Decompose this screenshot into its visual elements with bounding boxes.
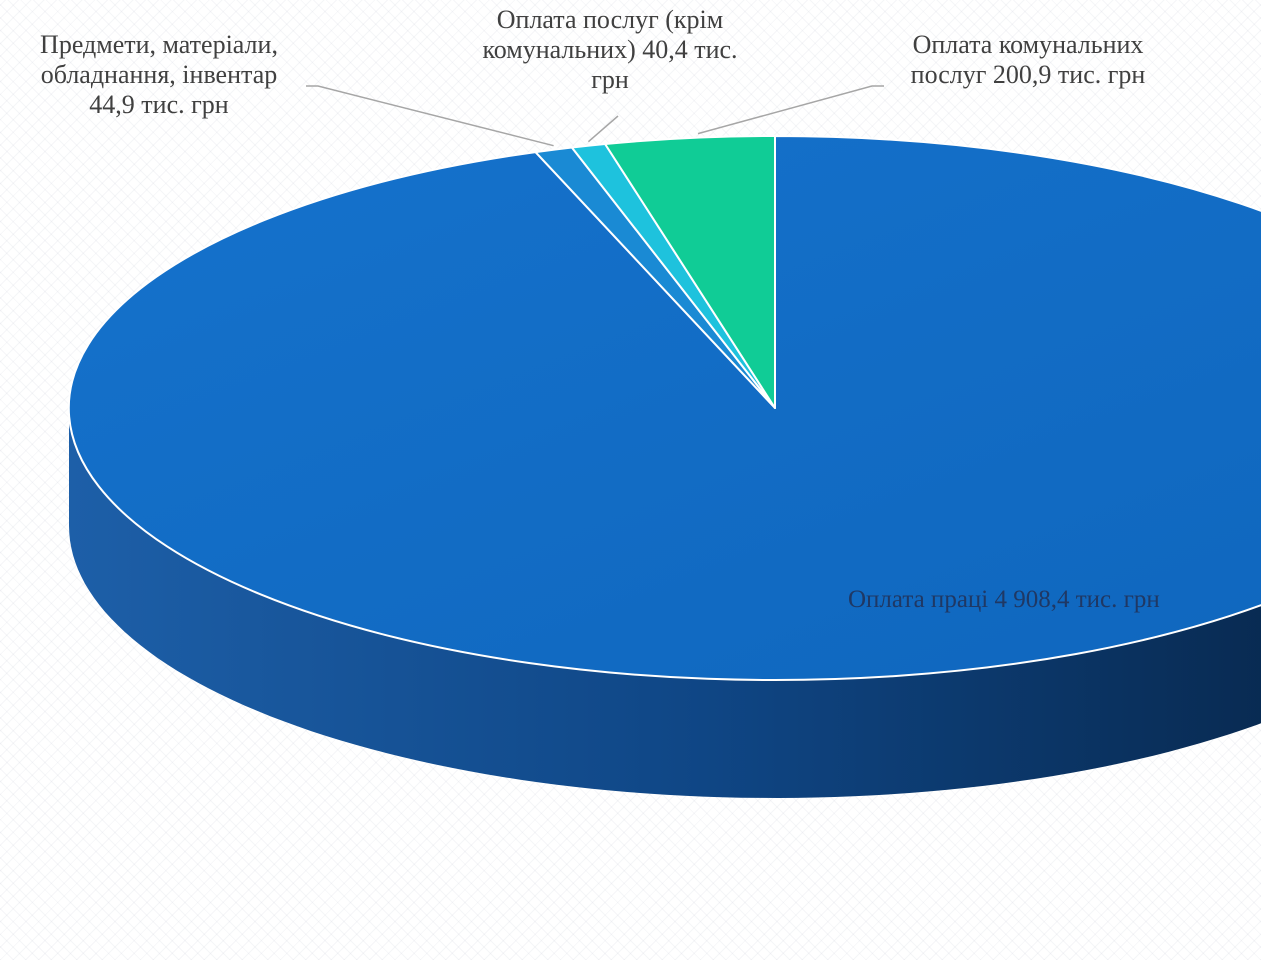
data-label-services: Оплата послуг (крім комунальних) 40,4 ти… [482,5,738,94]
data-label-salary: Оплата праці 4 908,4 тис. грн [848,586,1160,613]
data-label-utilities: Оплата комунальних послуг 200,9 тис. грн [910,30,1146,89]
pie-slice-side-salary [69,408,1261,798]
leader-line-materials [306,85,554,147]
data-label-materials: Предмети, матеріали, обладнання, інвента… [40,30,278,119]
pie-slice-utilities [604,135,776,409]
leader-line-services [587,115,619,143]
pie-slice-salary [67,135,1261,681]
leader-line-utilities [697,85,884,135]
